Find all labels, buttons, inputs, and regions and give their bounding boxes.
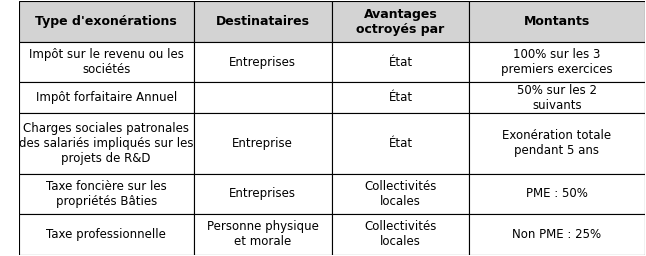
Text: 100% sur les 3
premiers exercices: 100% sur les 3 premiers exercices (501, 48, 613, 76)
Text: Taxe professionnelle: Taxe professionnelle (47, 228, 166, 241)
Bar (194, 174, 331, 214)
Text: Entreprises: Entreprises (229, 56, 297, 69)
Text: État: État (388, 91, 413, 104)
Bar (194, 82, 331, 113)
Bar (469, 1, 645, 42)
Bar (331, 174, 469, 214)
Bar (19, 42, 194, 82)
Text: Montants: Montants (524, 15, 590, 28)
Text: Non PME : 25%: Non PME : 25% (512, 228, 601, 241)
Bar (469, 42, 645, 82)
Text: 50% sur les 2
suivants: 50% sur les 2 suivants (517, 84, 597, 112)
Text: PME : 50%: PME : 50% (526, 187, 588, 200)
Bar (194, 214, 331, 255)
Text: Taxe foncière sur les
propriétés Bâties: Taxe foncière sur les propriétés Bâties (46, 180, 167, 208)
Bar (331, 1, 469, 42)
Text: Avantages
octroyés par: Avantages octroyés par (357, 8, 444, 36)
Bar (331, 82, 469, 113)
Text: Impôt sur le revenu ou les
sociétés: Impôt sur le revenu ou les sociétés (29, 48, 183, 76)
Bar (19, 113, 194, 174)
Bar (194, 42, 331, 82)
Bar (469, 214, 645, 255)
Text: État: État (388, 56, 413, 69)
Bar (19, 82, 194, 113)
Bar (331, 42, 469, 82)
Text: Personne physique
et morale: Personne physique et morale (207, 220, 318, 248)
Text: Impôt forfaitaire Annuel: Impôt forfaitaire Annuel (36, 91, 177, 104)
Text: Charges sociales patronales
des salariés impliqués sur les
projets de R&D: Charges sociales patronales des salariés… (19, 122, 193, 165)
Bar (194, 1, 331, 42)
Bar (19, 174, 194, 214)
Bar (469, 174, 645, 214)
Bar (469, 82, 645, 113)
Bar (19, 214, 194, 255)
Text: Collectivités
locales: Collectivités locales (364, 220, 437, 248)
Text: Type d'exonérations: Type d'exonérations (36, 15, 177, 28)
Bar (331, 113, 469, 174)
Bar (194, 113, 331, 174)
Text: État: État (388, 137, 413, 150)
Bar (469, 113, 645, 174)
Text: Destinataires: Destinataires (216, 15, 309, 28)
Text: Entreprise: Entreprise (233, 137, 293, 150)
Text: Collectivités
locales: Collectivités locales (364, 180, 437, 208)
Text: Entreprises: Entreprises (229, 187, 297, 200)
Bar (331, 214, 469, 255)
Bar (19, 1, 194, 42)
Text: Exonération totale
pendant 5 ans: Exonération totale pendant 5 ans (503, 129, 612, 157)
